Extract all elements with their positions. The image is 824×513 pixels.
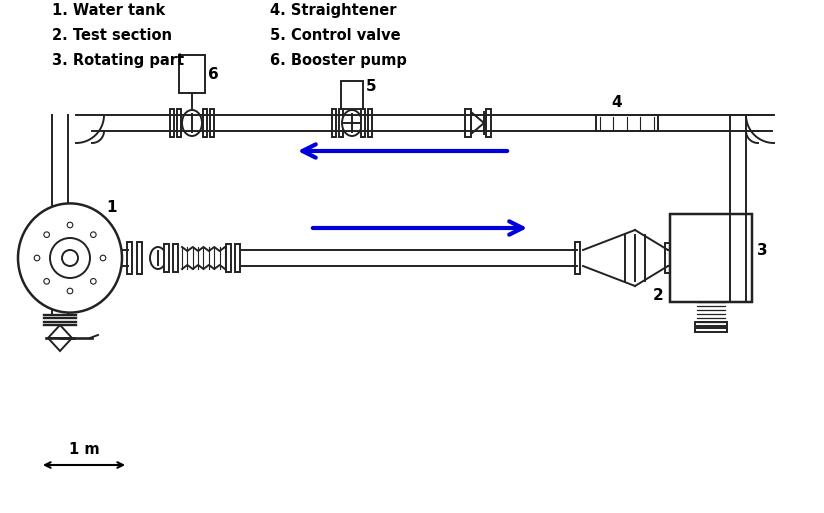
Bar xyxy=(596,115,658,131)
Bar xyxy=(174,244,179,272)
Bar xyxy=(138,242,143,274)
Ellipse shape xyxy=(182,110,202,136)
Circle shape xyxy=(101,255,105,261)
Circle shape xyxy=(50,238,90,278)
Text: 1. Water tank: 1. Water tank xyxy=(52,3,166,18)
Text: 6: 6 xyxy=(208,67,218,82)
Circle shape xyxy=(91,232,96,238)
Bar xyxy=(128,242,133,274)
Text: 5. Control valve: 5. Control valve xyxy=(270,28,400,43)
Bar xyxy=(165,244,170,272)
Bar xyxy=(575,242,580,274)
Text: 6. Booster pump: 6. Booster pump xyxy=(270,53,407,68)
Bar xyxy=(486,109,491,137)
Circle shape xyxy=(44,279,49,284)
Circle shape xyxy=(35,255,40,261)
Bar xyxy=(695,328,727,332)
Text: 5: 5 xyxy=(366,79,377,94)
Text: 4. Straightener: 4. Straightener xyxy=(270,3,396,18)
Circle shape xyxy=(44,232,49,238)
Bar xyxy=(361,109,365,137)
Text: 4: 4 xyxy=(611,95,621,110)
Bar xyxy=(695,322,727,326)
Bar xyxy=(368,109,372,137)
Bar xyxy=(210,109,214,137)
Bar xyxy=(666,243,671,273)
Text: 3. Rotating part: 3. Rotating part xyxy=(52,53,184,68)
Text: 1 m: 1 m xyxy=(68,442,100,457)
Bar xyxy=(227,244,232,272)
Circle shape xyxy=(62,250,78,266)
Circle shape xyxy=(91,279,96,284)
Bar xyxy=(332,109,336,137)
Bar xyxy=(203,109,207,137)
Bar xyxy=(179,55,205,93)
Circle shape xyxy=(68,288,73,294)
Ellipse shape xyxy=(150,247,166,269)
Bar xyxy=(465,109,471,137)
Bar xyxy=(670,214,752,302)
Text: 1: 1 xyxy=(106,200,116,215)
Text: 2: 2 xyxy=(653,288,664,303)
Ellipse shape xyxy=(18,203,122,312)
Bar xyxy=(170,109,174,137)
Circle shape xyxy=(68,222,73,228)
Ellipse shape xyxy=(342,110,362,136)
Text: 3: 3 xyxy=(757,243,768,258)
Bar xyxy=(236,244,241,272)
Bar xyxy=(341,81,363,109)
Text: 2. Test section: 2. Test section xyxy=(52,28,172,43)
Bar xyxy=(339,109,343,137)
Bar xyxy=(177,109,181,137)
